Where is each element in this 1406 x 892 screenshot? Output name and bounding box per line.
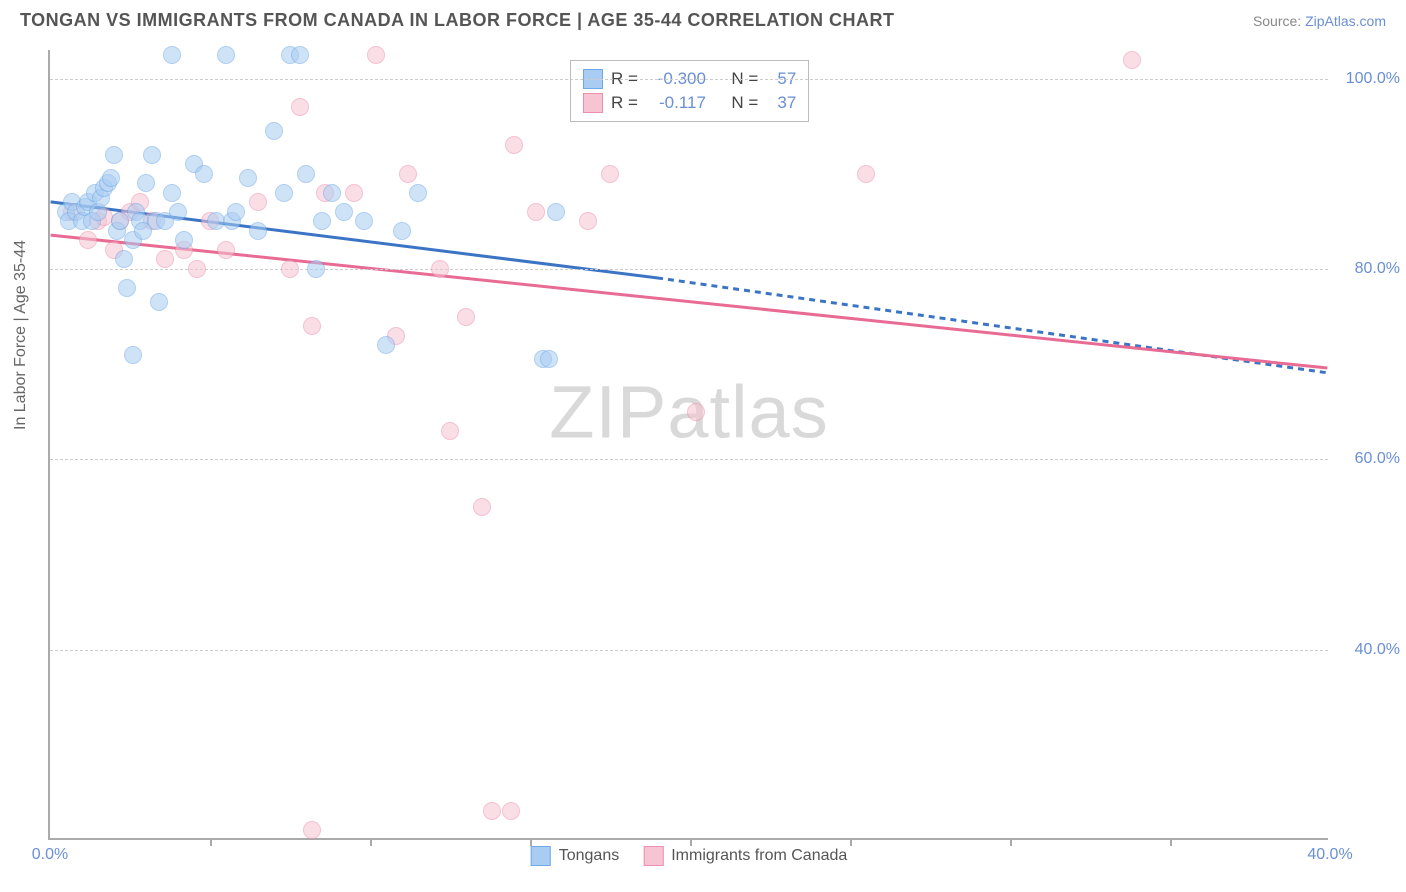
data-point bbox=[102, 169, 120, 187]
data-point bbox=[115, 250, 133, 268]
legend-item-tongans: Tongans bbox=[531, 846, 620, 866]
data-point bbox=[281, 260, 299, 278]
data-point bbox=[399, 165, 417, 183]
data-point bbox=[249, 222, 267, 240]
x-tick-label: 40.0% bbox=[1307, 846, 1352, 864]
source-attribution: Source: ZipAtlas.com bbox=[1253, 13, 1386, 29]
data-point bbox=[409, 184, 427, 202]
y-tick-label: 60.0% bbox=[1340, 450, 1400, 468]
data-point bbox=[1123, 51, 1141, 69]
swatch-pink-icon bbox=[643, 846, 663, 866]
data-point bbox=[227, 203, 245, 221]
data-point bbox=[188, 260, 206, 278]
data-point bbox=[175, 231, 193, 249]
data-point bbox=[377, 336, 395, 354]
data-point bbox=[687, 403, 705, 421]
data-point bbox=[79, 231, 97, 249]
data-point bbox=[579, 212, 597, 230]
data-point bbox=[431, 260, 449, 278]
data-point bbox=[217, 241, 235, 259]
data-point bbox=[303, 317, 321, 335]
source-link[interactable]: ZipAtlas.com bbox=[1305, 13, 1386, 29]
data-point bbox=[291, 98, 309, 116]
data-point bbox=[156, 250, 174, 268]
swatch-blue-icon bbox=[531, 846, 551, 866]
data-point bbox=[345, 184, 363, 202]
y-axis-label: In Labor Force | Age 35-44 bbox=[12, 240, 30, 430]
data-point bbox=[313, 212, 331, 230]
legend-item-canada: Immigrants from Canada bbox=[643, 846, 847, 866]
data-point bbox=[239, 169, 257, 187]
data-point bbox=[291, 46, 309, 64]
data-point bbox=[547, 203, 565, 221]
data-point bbox=[143, 146, 161, 164]
data-point bbox=[323, 184, 341, 202]
data-point bbox=[441, 422, 459, 440]
x-tick-label: 0.0% bbox=[32, 846, 68, 864]
data-point bbox=[137, 174, 155, 192]
data-point bbox=[249, 193, 267, 211]
data-point bbox=[367, 46, 385, 64]
y-tick-label: 80.0% bbox=[1340, 260, 1400, 278]
data-point bbox=[303, 821, 321, 839]
data-point bbox=[473, 498, 491, 516]
data-point bbox=[355, 212, 373, 230]
data-point bbox=[601, 165, 619, 183]
data-point bbox=[217, 46, 235, 64]
data-point bbox=[150, 293, 168, 311]
correlation-legend: R = -0.300 N = 57 R = -0.117 N = 37 bbox=[570, 60, 809, 122]
chart-title: TONGAN VS IMMIGRANTS FROM CANADA IN LABO… bbox=[20, 10, 895, 31]
data-point bbox=[195, 165, 213, 183]
data-point bbox=[124, 346, 142, 364]
data-point bbox=[502, 802, 520, 820]
data-point bbox=[505, 136, 523, 154]
data-point bbox=[265, 122, 283, 140]
data-point bbox=[275, 184, 293, 202]
data-point bbox=[111, 212, 129, 230]
series-legend: Tongans Immigrants from Canada bbox=[531, 846, 848, 866]
legend-row-canada: R = -0.117 N = 37 bbox=[583, 91, 796, 115]
data-point bbox=[335, 203, 353, 221]
y-tick-label: 40.0% bbox=[1340, 641, 1400, 659]
data-point bbox=[393, 222, 411, 240]
data-point bbox=[527, 203, 545, 221]
data-point bbox=[457, 308, 475, 326]
data-point bbox=[857, 165, 875, 183]
data-point bbox=[118, 279, 136, 297]
data-point bbox=[105, 146, 123, 164]
data-point bbox=[169, 203, 187, 221]
trend-lines bbox=[50, 50, 1328, 838]
data-point bbox=[297, 165, 315, 183]
scatter-chart: ZIPatlas R = -0.300 N = 57 R = -0.117 N … bbox=[48, 50, 1328, 840]
data-point bbox=[483, 802, 501, 820]
data-point bbox=[163, 46, 181, 64]
data-point bbox=[163, 184, 181, 202]
swatch-pink bbox=[583, 93, 603, 113]
data-point bbox=[307, 260, 325, 278]
data-point bbox=[540, 350, 558, 368]
y-tick-label: 100.0% bbox=[1340, 70, 1400, 88]
